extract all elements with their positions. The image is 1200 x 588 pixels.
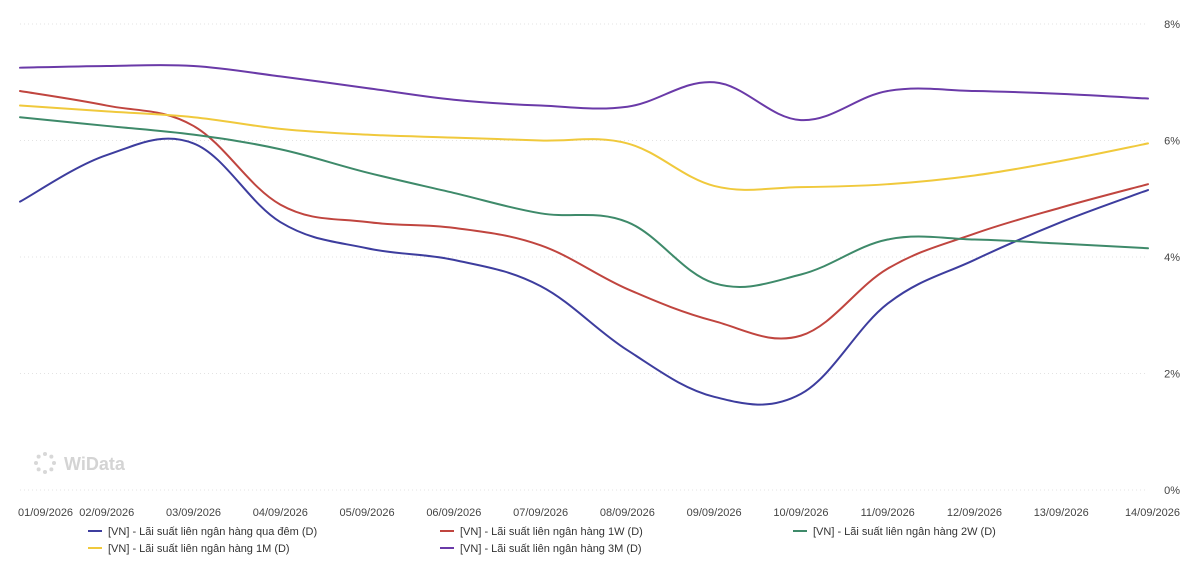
widata-logo-icon: [34, 452, 56, 474]
logo-dot: [36, 467, 41, 472]
series-line-1[interactable]: [19, 137, 1149, 406]
x-tick-label: 09/09/2026: [687, 507, 742, 519]
logo-dot: [43, 470, 47, 474]
legend-label: [VN] - Lãi suất liên ngân hàng 1W (D): [460, 526, 643, 538]
x-tick-label: 04/09/2026: [253, 507, 308, 519]
logo-dot: [49, 467, 54, 472]
series-line-3[interactable]: [19, 116, 1149, 288]
legend-item[interactable]: [VN] - Lãi suất liên ngân hàng 2W (D): [793, 526, 996, 538]
legend-label: [VN] - Lãi suất liên ngân hàng 1M (D): [108, 543, 290, 555]
y-tick-label: 6%: [1164, 136, 1180, 148]
y-axis-ticks: 0% 2% 4% 6% 8%: [1164, 19, 1180, 497]
y-tick-label: 2%: [1164, 369, 1180, 381]
x-tick-label: 07/09/2026: [513, 507, 568, 519]
x-tick-label: 08/09/2026: [600, 507, 655, 519]
x-axis-ticks: 01/09/2026 02/09/2026 03/09/2026 04/09/2026…: [18, 507, 1180, 519]
x-tick-label: 05/09/2026: [340, 507, 395, 519]
x-tick-label: 11/09/2026: [861, 507, 915, 519]
legend-item[interactable]: [VN] - Lãi suất liên ngân hàng 1W (D): [440, 526, 643, 538]
legend-item[interactable]: [VN] - Lãi suất liên ngân hàng 3M (D): [440, 543, 642, 555]
legend-item[interactable]: [VN] - Lãi suất liên ngân hàng 1M (D): [88, 543, 290, 555]
legend-label: [VN] - Lãi suất liên ngân hàng 2W (D): [813, 526, 996, 538]
x-tick-label: 03/09/2026: [166, 507, 221, 519]
watermark-text: WiData: [64, 454, 126, 474]
x-tick-label: 12/09/2026: [947, 507, 1002, 519]
series-lines: [19, 64, 1149, 406]
x-tick-label: 13/09/2026: [1034, 507, 1089, 519]
legend-item[interactable]: [VN] - Lãi suất liên ngân hàng qua đêm (…: [88, 526, 317, 538]
logo-dot: [52, 461, 56, 465]
x-tick-label: 10/09/2026: [773, 507, 828, 519]
y-tick-label: 4%: [1164, 252, 1180, 264]
watermark: WiData: [34, 452, 126, 474]
x-tick-label: 06/09/2026: [426, 507, 481, 519]
legend-label: [VN] - Lãi suất liên ngân hàng 3M (D): [460, 543, 642, 555]
legend-label: [VN] - Lãi suất liên ngân hàng qua đêm (…: [108, 526, 317, 538]
legend: [VN] - Lãi suất liên ngân hàng qua đêm (…: [88, 526, 996, 555]
series-line-5[interactable]: [19, 64, 1149, 122]
logo-dot: [36, 454, 41, 459]
x-tick-label: 01/09/2026: [18, 507, 73, 519]
grid-lines: [20, 23, 1148, 491]
logo-dot: [49, 454, 54, 459]
series-line-4[interactable]: [19, 104, 1149, 191]
x-tick-label: 02/09/2026: [79, 507, 134, 519]
logo-dot: [43, 452, 47, 456]
x-tick-label: 14/09/2026: [1125, 507, 1180, 519]
y-tick-label: 8%: [1164, 19, 1180, 31]
y-tick-label: 0%: [1164, 485, 1180, 497]
logo-dot: [34, 461, 38, 465]
